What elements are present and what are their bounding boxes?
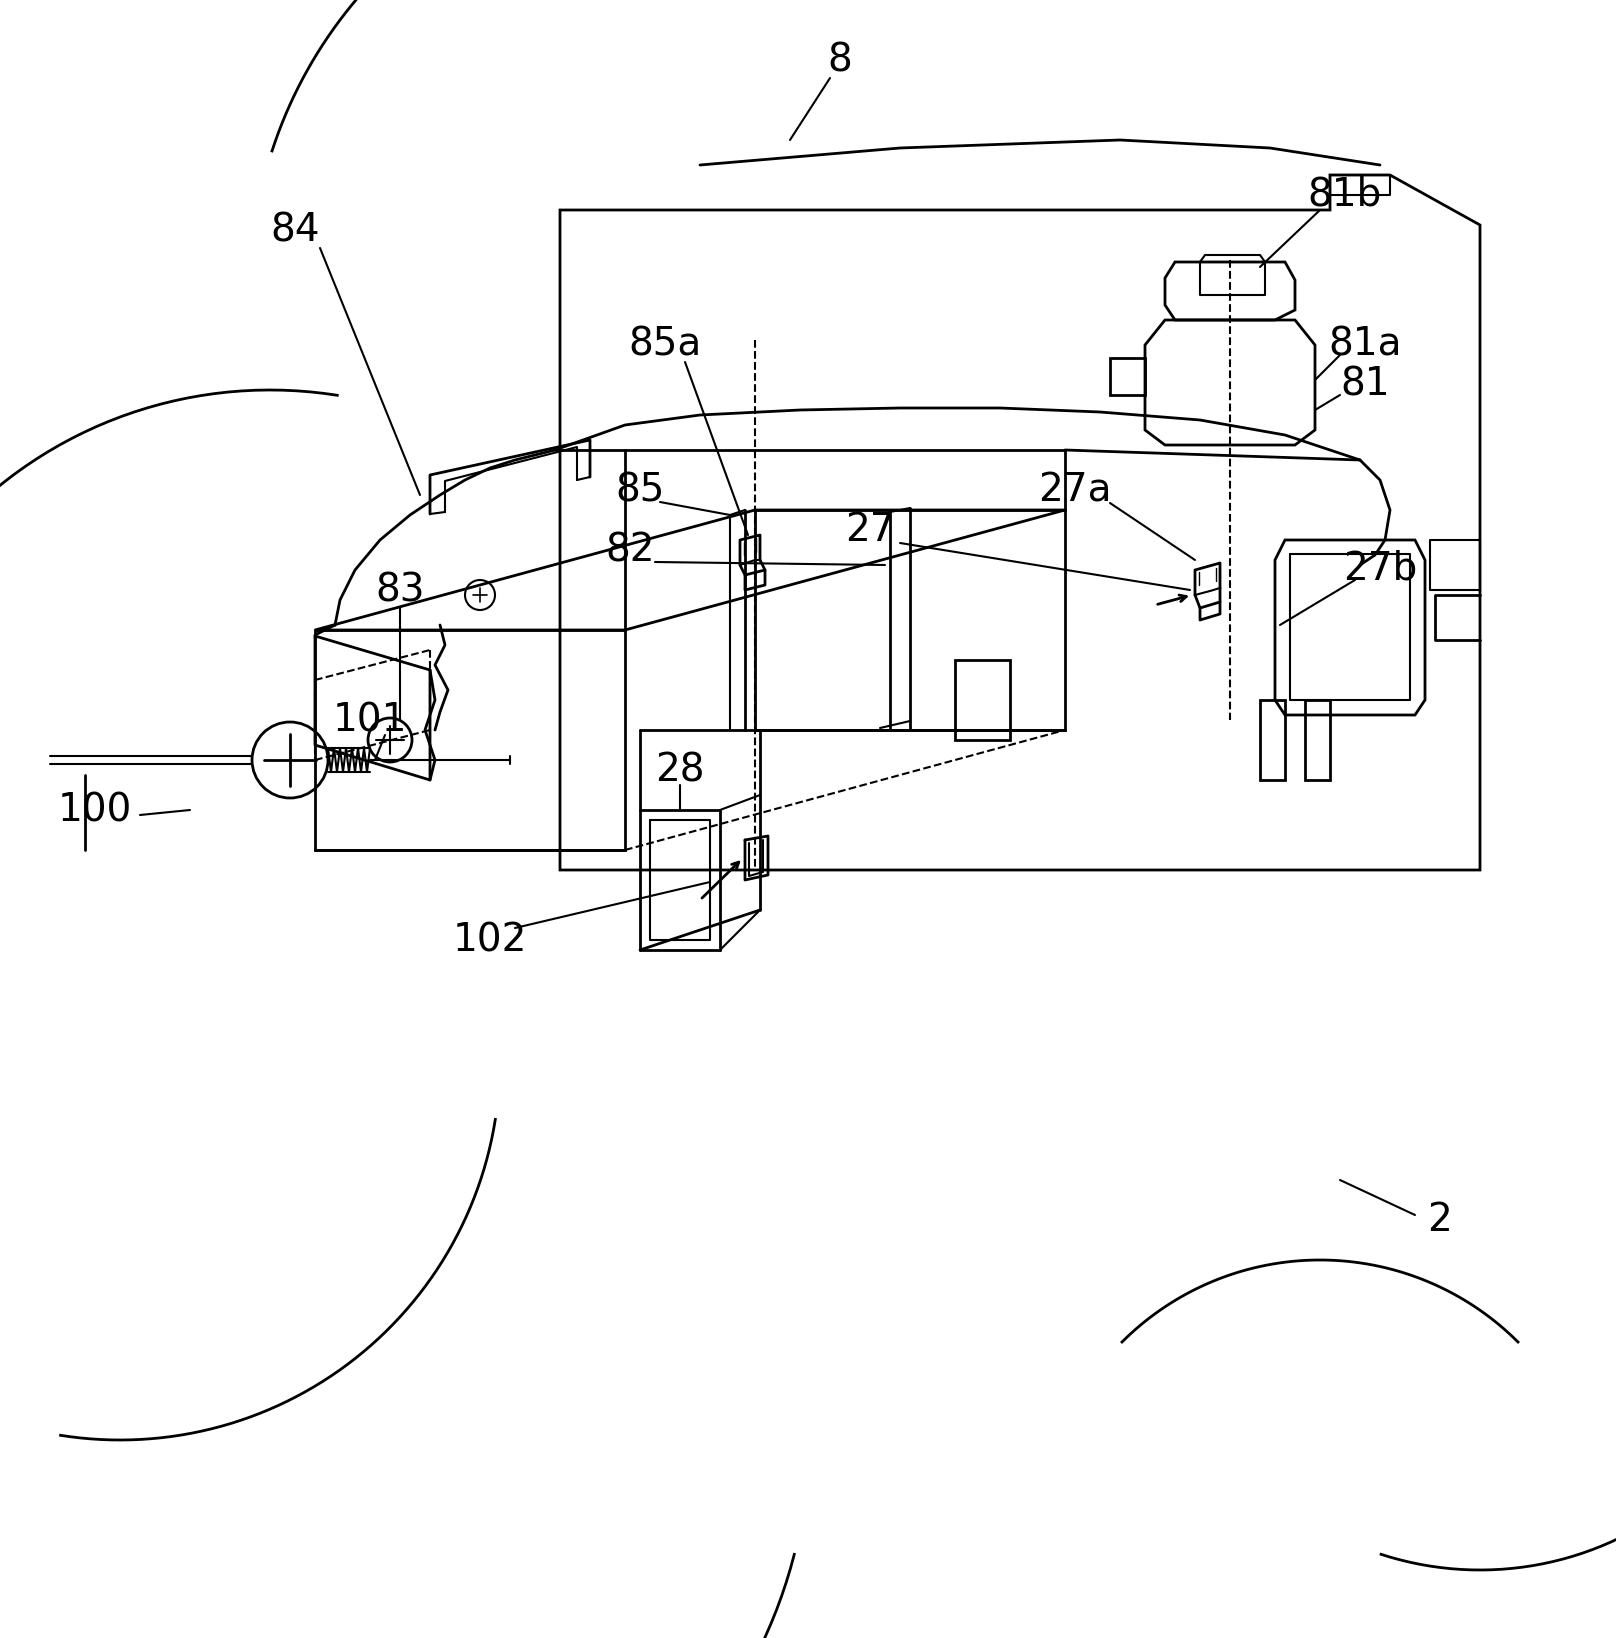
Text: 81: 81 <box>1340 365 1390 405</box>
Text: 27b: 27b <box>1343 549 1417 586</box>
Text: 85: 85 <box>616 472 664 509</box>
Text: 102: 102 <box>452 921 527 958</box>
Text: 85a: 85a <box>629 326 701 364</box>
Text: 27: 27 <box>845 511 895 549</box>
Text: 8: 8 <box>827 41 852 79</box>
Text: 82: 82 <box>606 531 654 568</box>
Text: 81a: 81a <box>1328 326 1401 364</box>
Text: 27a: 27a <box>1037 472 1112 509</box>
Text: 84: 84 <box>270 211 320 249</box>
Text: 101: 101 <box>333 701 407 739</box>
Text: 81b: 81b <box>1307 175 1382 215</box>
Text: 100: 100 <box>58 791 133 829</box>
Text: 2: 2 <box>1427 1201 1453 1238</box>
Text: 28: 28 <box>654 750 705 790</box>
Text: 83: 83 <box>375 572 425 609</box>
